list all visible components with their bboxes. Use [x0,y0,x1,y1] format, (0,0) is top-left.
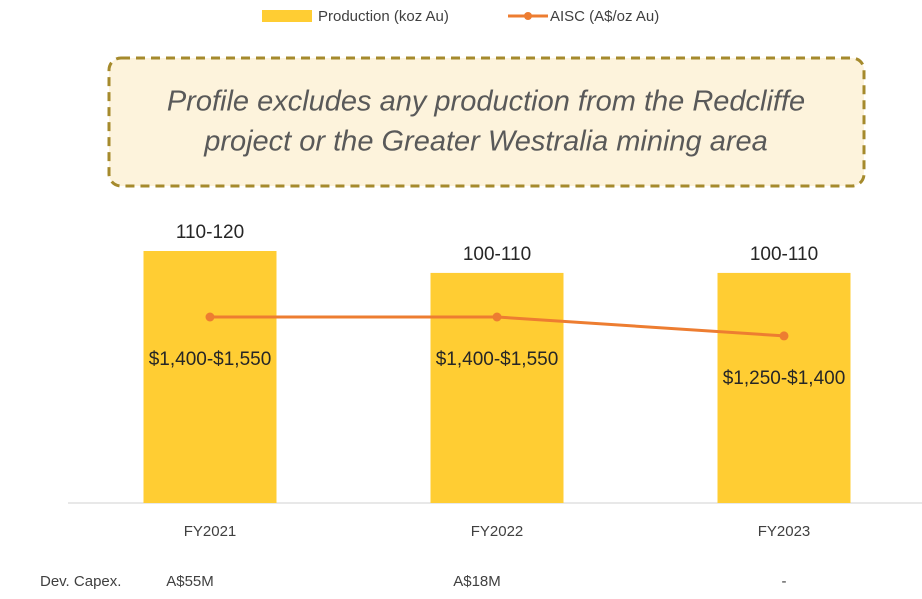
legend-label: Production (koz Au) [318,8,449,25]
line-label: $1,400-$1,550 [436,349,559,370]
bar-label: 110-120 [176,222,244,243]
line-label: $1,250-$1,400 [723,368,846,389]
line-label: $1,400-$1,550 [149,349,272,370]
legend-swatch [524,12,532,20]
x-tick-label: FY2023 [758,523,811,540]
annotation-line: project or the Greater Westralia mining … [203,126,768,158]
bar [717,272,851,503]
line-point [492,312,502,322]
x-tick-label: FY2021 [184,523,237,540]
bar [430,272,564,503]
annotation-box [107,56,866,188]
bar-label: 100-110 [750,244,818,265]
row-value: A$18M [453,573,501,590]
line-point [205,312,215,322]
annotation-line: Profile excludes any production from the… [167,86,805,118]
row-label: Dev. Capex. [40,573,121,590]
bar-label: 100-110 [463,244,531,265]
line-point [779,331,789,341]
x-tick-label: FY2022 [471,523,524,540]
row-value: - [782,573,787,590]
legend-label: AISC (A$/oz Au) [550,8,659,25]
bar [143,251,277,503]
row-value: A$55M [166,573,214,590]
legend-swatch [262,10,312,22]
